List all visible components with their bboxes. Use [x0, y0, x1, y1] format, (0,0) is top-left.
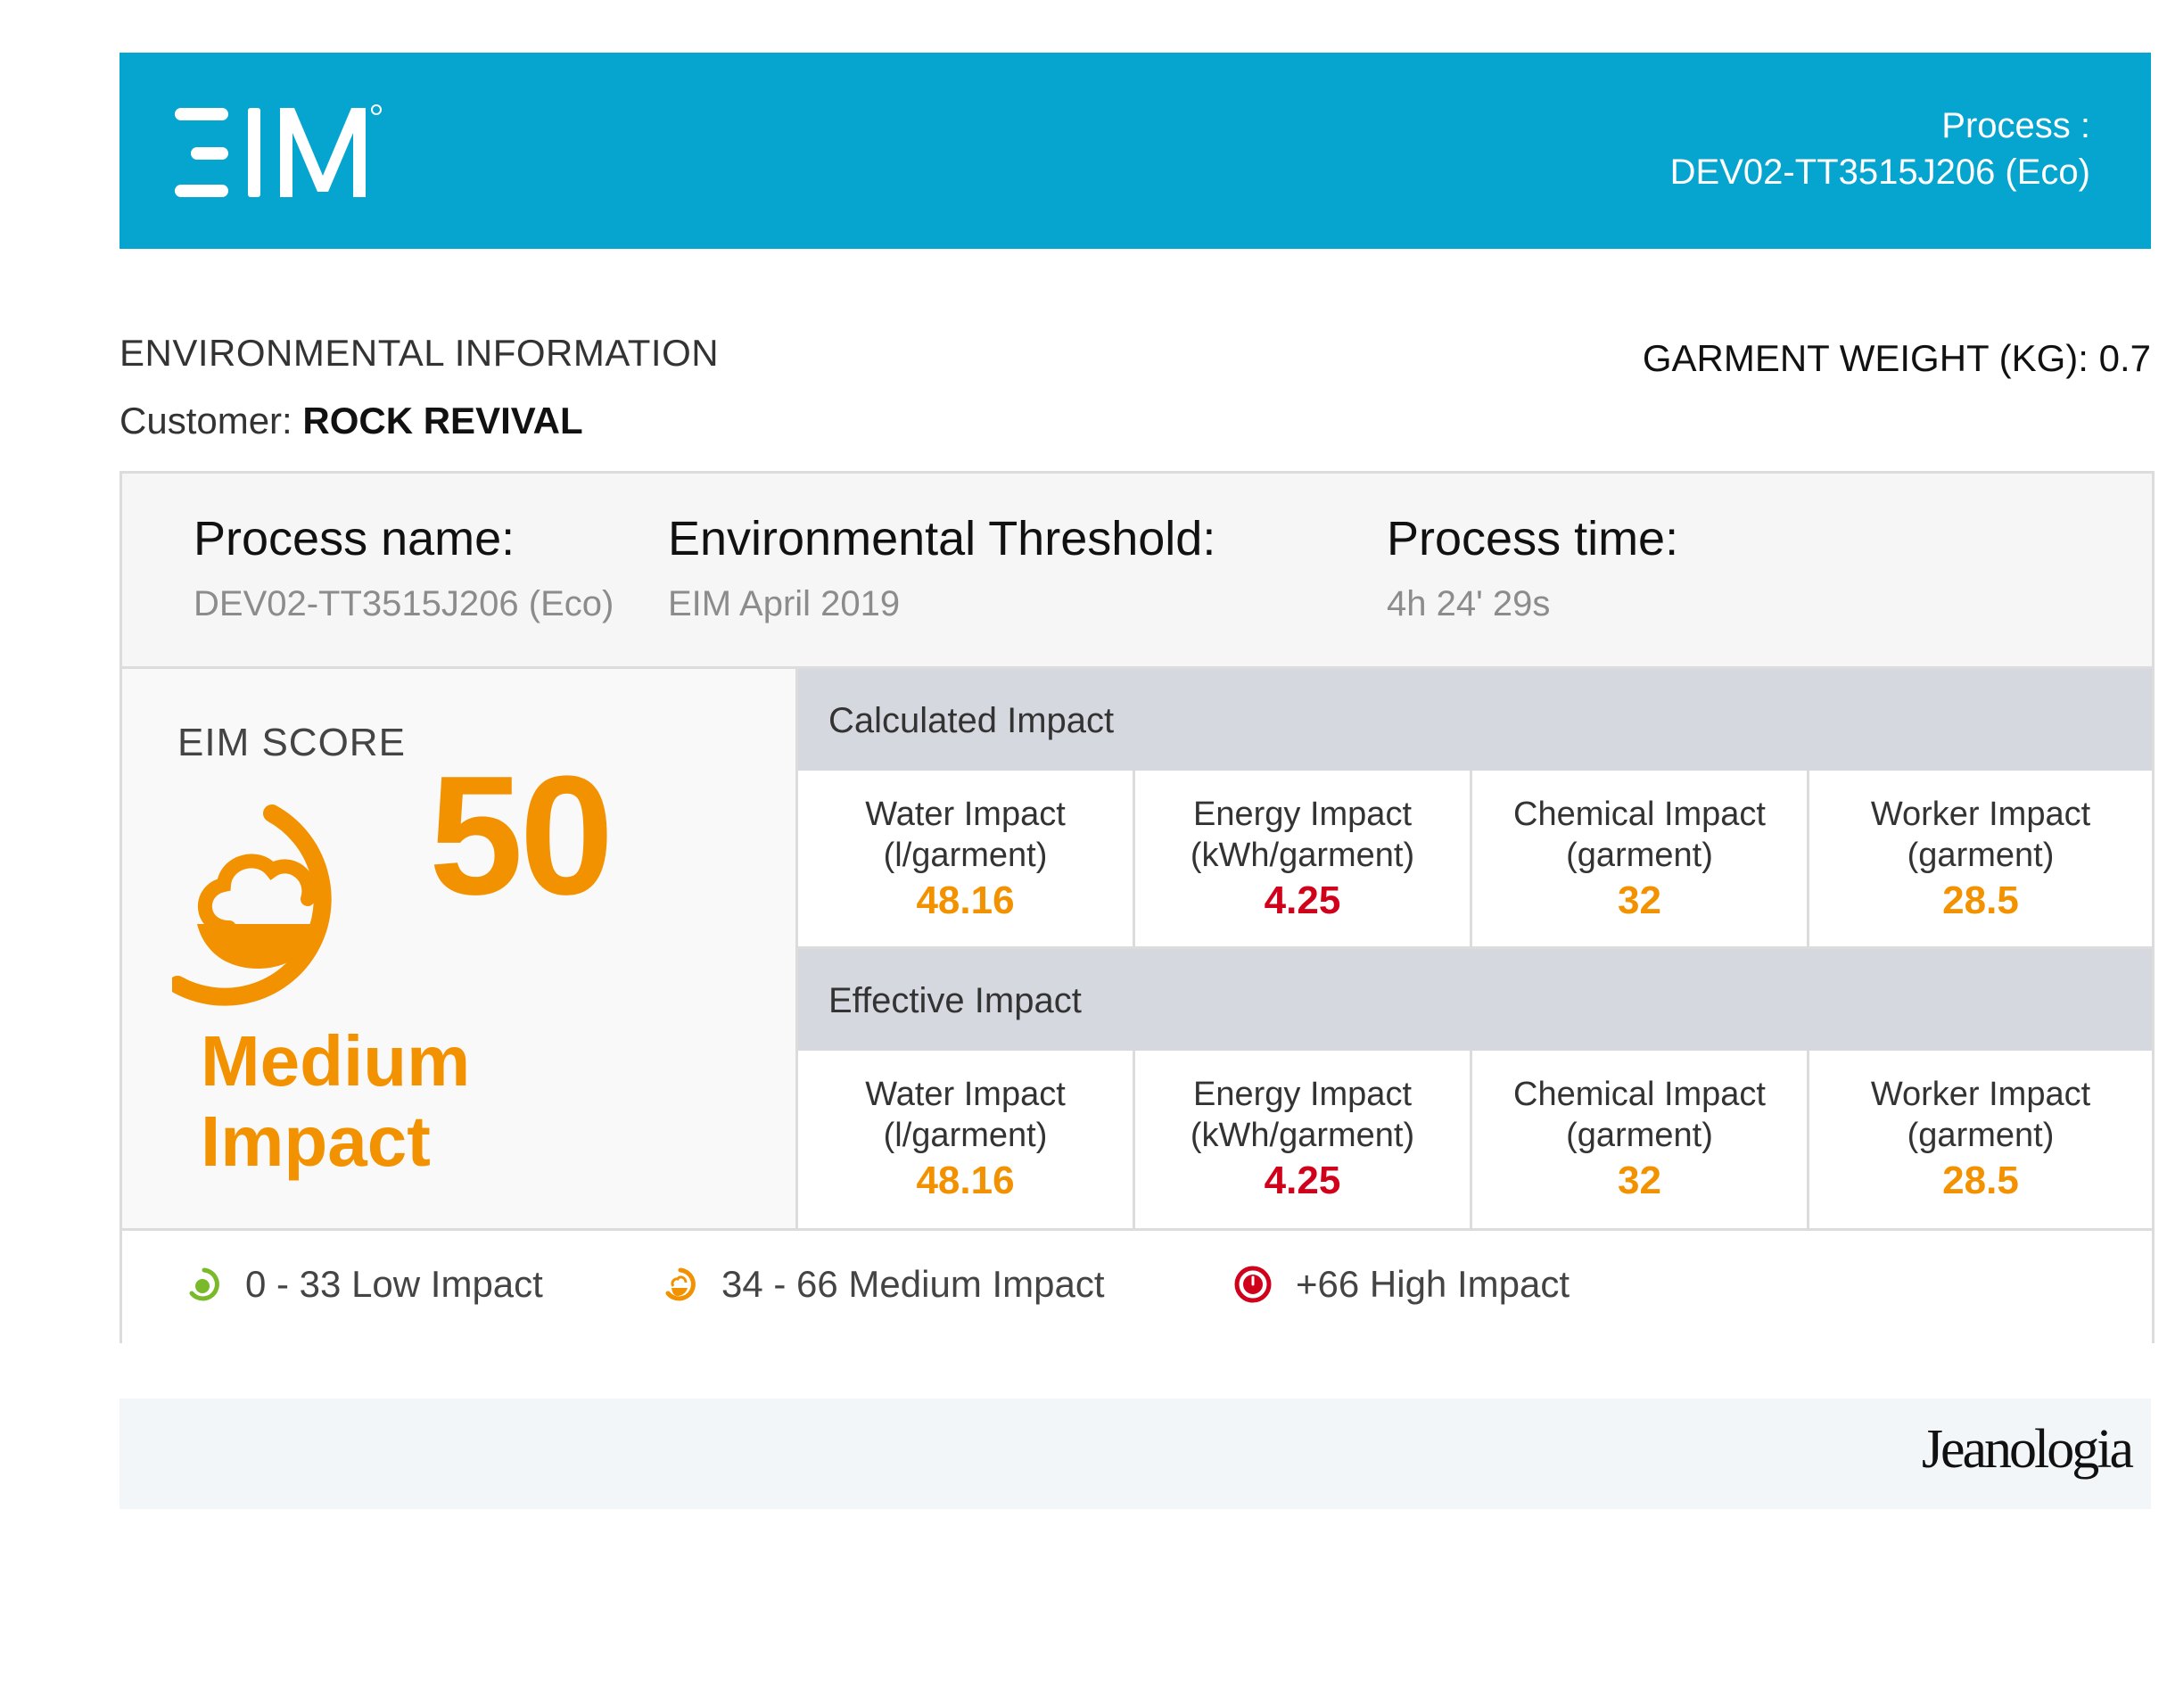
legend-medium: 34 - 66 Medium Impact — [663, 1263, 1105, 1306]
customer-name: ROCK REVIVAL — [302, 400, 583, 441]
threshold-label: Environmental Threshold: — [668, 512, 1216, 565]
metric-value: 32 — [1618, 1159, 1661, 1202]
metric-value: 48.16 — [916, 879, 1015, 922]
threshold-value: EIM April 2019 — [668, 584, 901, 623]
impact-card: Process name: DEV02-TT3515J206 (Eco) Env… — [119, 471, 2155, 1343]
eff-chemical-impact: Chemical Impact (garment) 32 — [1472, 1051, 1809, 1229]
calc-energy-impact: Energy Impact (kWh/garment) 4.25 — [1135, 771, 1472, 949]
score-title: EIM SCORE — [177, 721, 406, 764]
metric-unit: (garment) — [1907, 837, 2055, 874]
legend-low-label: 0 - 33 Low Impact — [245, 1263, 543, 1305]
metric-name: Worker Impact — [1870, 1076, 2091, 1113]
legend-low: 0 - 33 Low Impact — [186, 1263, 543, 1306]
effective-impact-header: Effective Impact — [798, 949, 2152, 1051]
metric-unit: (l/garment) — [883, 1117, 1048, 1154]
calc-chemical-impact: Chemical Impact (garment) 32 — [1472, 771, 1809, 949]
jeanologia-logo: Jeanologia — [1921, 1419, 2134, 1480]
metric-name: Chemical Impact — [1513, 1076, 1766, 1113]
metric-unit: (kWh/garment) — [1190, 837, 1415, 874]
high-impact-icon — [1234, 1266, 1272, 1303]
page-title: ENVIRONMENTAL INFORMATION — [119, 332, 720, 374]
calculated-impact-header: Calculated Impact — [798, 669, 2152, 771]
score-level-line1: Medium — [201, 1021, 471, 1101]
score-value: 50 — [429, 741, 614, 930]
process-time-label: Process time: — [1387, 512, 1679, 565]
process-header-code: DEV02-TT3515J206 (Eco) — [1669, 153, 2090, 192]
score-level: Medium Impact — [201, 1021, 470, 1182]
process-header-label: Process : — [1941, 106, 2090, 145]
metric-name: Energy Impact — [1193, 1076, 1412, 1113]
garment-weight: GARMENT WEIGHT (KG): 0.7 — [1642, 337, 2151, 379]
medium-impact-icon — [665, 1267, 696, 1301]
metric-value: 4.25 — [1264, 1159, 1341, 1202]
eff-energy-impact: Energy Impact (kWh/garment) 4.25 — [1135, 1051, 1472, 1229]
metric-name: Energy Impact — [1193, 796, 1412, 833]
customer-line: Customer: ROCK REVIVAL — [119, 400, 583, 442]
legend-medium-label: 34 - 66 Medium Impact — [721, 1263, 1105, 1305]
metric-value: 48.16 — [916, 1159, 1015, 1202]
legend-high: +66 High Impact — [1233, 1263, 1570, 1306]
effective-impact-title: Effective Impact — [828, 981, 1082, 1020]
metric-name: Chemical Impact — [1513, 796, 1766, 833]
metric-name: Water Impact — [865, 796, 1066, 833]
eff-water-impact: Water Impact (l/garment) 48.16 — [798, 1051, 1135, 1229]
calc-worker-impact: Worker Impact (garment) 28.5 — [1809, 771, 2152, 949]
eim-logo — [175, 104, 382, 197]
customer-label: Customer: — [119, 400, 293, 441]
header-banner: Process : DEV02-TT3515J206 (Eco) — [119, 53, 2151, 249]
metric-value: 4.25 — [1264, 879, 1341, 922]
metric-unit: (l/garment) — [883, 837, 1048, 874]
process-time-value: 4h 24' 29s — [1387, 584, 1551, 623]
calculated-impact-title: Calculated Impact — [828, 701, 1115, 740]
calc-water-impact: Water Impact (l/garment) 48.16 — [798, 771, 1135, 949]
footer: Jeanologia — [119, 1399, 2151, 1509]
metric-name: Worker Impact — [1870, 796, 2091, 833]
metric-value: 28.5 — [1942, 879, 2019, 922]
process-name-value: DEV02-TT3515J206 (Eco) — [194, 584, 614, 623]
low-impact-icon — [189, 1267, 219, 1301]
metric-unit: (garment) — [1566, 837, 1713, 874]
process-info-band: Process name: DEV02-TT3515J206 (Eco) Env… — [122, 474, 2152, 669]
metric-value: 32 — [1618, 879, 1661, 922]
metric-unit: (kWh/garment) — [1190, 1117, 1415, 1154]
metric-unit: (garment) — [1907, 1117, 2055, 1154]
legend-high-label: +66 High Impact — [1296, 1263, 1570, 1305]
metric-unit: (garment) — [1566, 1117, 1713, 1154]
process-name-label: Process name: — [194, 512, 515, 565]
eff-worker-impact: Worker Impact (garment) 28.5 — [1809, 1051, 2152, 1229]
eim-score-panel: EIM SCORE 50 Medium Impact — [122, 669, 798, 1228]
score-level-line2: Impact — [201, 1102, 431, 1181]
metric-value: 28.5 — [1942, 1159, 2019, 1202]
metric-name: Water Impact — [865, 1076, 1066, 1113]
impact-legend: 0 - 33 Low Impact 34 - 66 Medium Impact … — [122, 1228, 2152, 1343]
process-header-info: Process : DEV02-TT3515J206 (Eco) — [1670, 103, 2090, 195]
eim-medium-impact-icon — [172, 804, 332, 1006]
